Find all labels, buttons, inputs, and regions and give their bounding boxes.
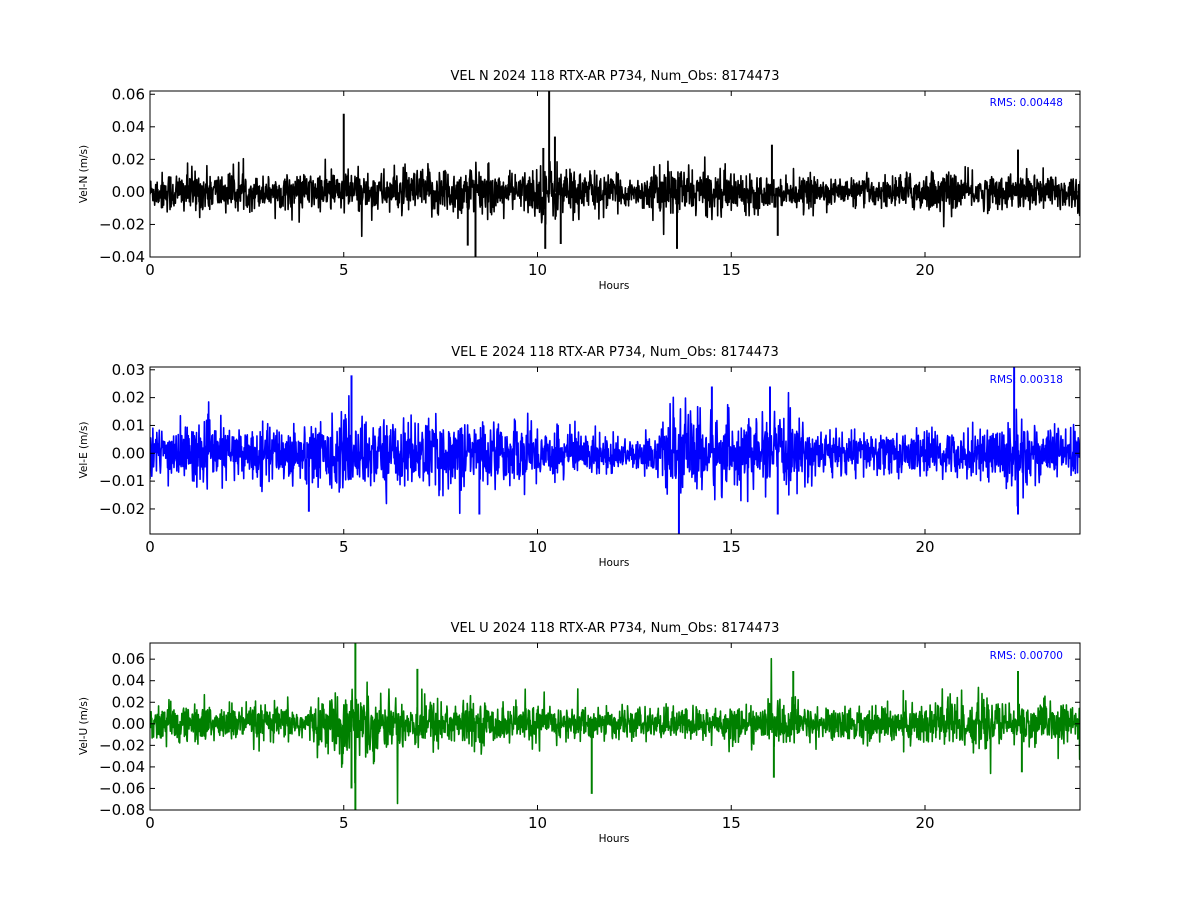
y-tick-label: −0.04: [99, 758, 145, 776]
x-tick-label: 5: [339, 814, 349, 832]
rms-annotation: RMS: 0.00318: [990, 374, 1063, 386]
x-axis-label: Hours: [599, 557, 630, 569]
x-tick-label: 0: [145, 814, 155, 832]
chart-title: VEL U 2024 118 RTX-AR P734, Num_Obs: 817…: [451, 621, 780, 636]
x-tick-label: 10: [528, 538, 547, 556]
x-tick-label: 0: [145, 261, 155, 279]
series-line: [150, 156, 1080, 238]
y-tick-label: −0.02: [99, 215, 145, 233]
series-line: [150, 657, 1080, 805]
plot-area: 0 5 10 15 20 −0.08 −0.06 −0.04 −0.02 0.00 0.02 0.04…: [99, 642, 1081, 832]
x-tick-label: 10: [528, 261, 547, 279]
y-tick-label: 0.04: [112, 118, 145, 136]
panel-vel-u: VEL U 2024 118 RTX-AR P734, Num_Obs: 817…: [78, 621, 1063, 845]
y-tick-label: −0.01: [99, 472, 145, 490]
axes-frame: [149, 90, 1081, 258]
y-tick-label: 0.03: [112, 361, 145, 379]
plot-area: 0 5 10 15 20 −0.02 −0.01 0.00 0.01 0.02 0.03: [99, 361, 1081, 556]
y-axis-label: Vel-U (m/s): [78, 697, 90, 755]
x-tick-label: 10: [528, 814, 547, 832]
y-tick-label: −0.04: [99, 248, 145, 266]
y-tick-label: 0.00: [112, 444, 145, 462]
y-tick-label: 0.06: [112, 85, 145, 103]
chart-title: VEL E 2024 118 RTX-AR P734, Num_Obs: 817…: [451, 345, 778, 360]
y-tick-label: 0.02: [112, 693, 145, 711]
y-tick-label: 0.04: [112, 672, 145, 690]
x-tick-label: 20: [915, 814, 934, 832]
y-tick-label: 0.00: [112, 183, 145, 201]
chart-title: VEL N 2024 118 RTX-AR P734, Num_Obs: 817…: [451, 69, 780, 84]
y-tick-label: −0.02: [99, 736, 145, 754]
plot-areas: 0 5 10 15 20 −0.04 −0.02 0.00 0.02 0.04 0.06 0 5 10 15…: [99, 85, 1081, 832]
x-tick-label: 20: [915, 538, 934, 556]
x-axis-label: Hours: [599, 280, 630, 292]
x-tick-label: 15: [722, 261, 741, 279]
x-axis-label: Hours: [599, 833, 630, 845]
y-tick-label: −0.08: [99, 801, 145, 819]
rms-annotation: RMS: 0.00700: [990, 650, 1063, 662]
y-tick-label: 0.06: [112, 650, 145, 668]
axes-frame: [149, 366, 1081, 535]
y-tick-label: 0.02: [112, 150, 145, 168]
y-axis-label: Vel-N (m/s): [78, 145, 90, 203]
y-tick-label: 0.01: [112, 416, 145, 434]
x-tick-label: 15: [722, 538, 741, 556]
series-line: [150, 391, 1080, 515]
x-tick-label: 0: [145, 538, 155, 556]
panel-vel-n: VEL N 2024 118 RTX-AR P734, Num_Obs: 817…: [78, 69, 1063, 292]
y-tick-label: −0.02: [99, 500, 145, 518]
y-tick-label: 0.02: [112, 389, 145, 407]
y-tick-label: 0.00: [112, 715, 145, 733]
panel-vel-e: VEL E 2024 118 RTX-AR P734, Num_Obs: 817…: [78, 345, 1063, 569]
x-tick-label: 15: [722, 814, 741, 832]
axes-frame: [149, 642, 1081, 811]
y-axis-label: Vel-E (m/s): [78, 422, 90, 479]
y-tick-label: −0.06: [99, 779, 145, 797]
x-tick-label: 5: [339, 538, 349, 556]
x-tick-label: 20: [915, 261, 934, 279]
x-tick-label: 5: [339, 261, 349, 279]
rms-annotation: RMS: 0.00448: [990, 97, 1063, 109]
plot-area: 0 5 10 15 20 −0.04 −0.02 0.00 0.02 0.04 0.06: [99, 85, 1081, 279]
